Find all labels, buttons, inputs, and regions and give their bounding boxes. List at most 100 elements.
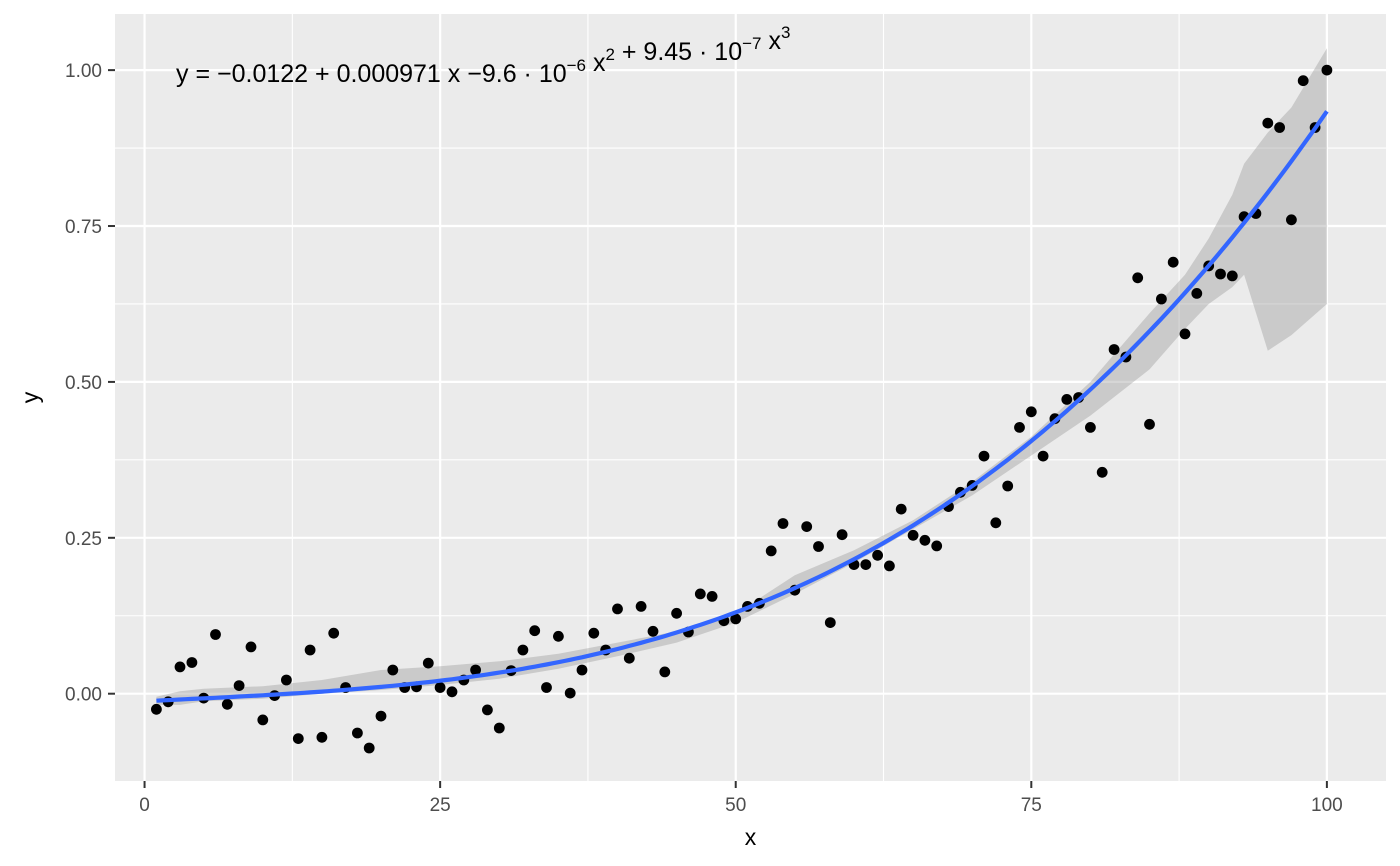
axis-ticks [108,69,1328,788]
x-tick-label: 100 [1311,795,1343,816]
data-point [1144,418,1155,430]
data-point [706,591,718,602]
y-tick-labels: 0.00 0.25 0.50 0.75 1.00 [65,61,102,706]
equation-superscript: −7 [742,34,761,53]
data-point [422,657,434,669]
data-point [1025,406,1037,418]
equation-superscript: 3 [781,23,790,42]
data-point [978,450,990,462]
y-tick-label: 0.75 [65,217,102,238]
data-point [576,664,588,676]
data-point [493,722,505,734]
data-point [517,644,529,656]
data-point [1132,272,1144,284]
data-point [257,714,269,726]
equation-term: − [217,60,232,88]
data-point [186,657,198,668]
data-point [1226,270,1238,282]
data-point [931,540,943,552]
data-point [1002,480,1014,492]
data-point [434,682,446,693]
data-point [446,686,458,698]
plot-panel [115,14,1386,781]
data-point [801,521,813,532]
data-point [174,661,186,673]
data-point [1191,288,1203,299]
data-point [375,710,387,722]
x-tick-labels: 0 25 50 75 100 [139,795,1342,816]
data-point [824,617,836,628]
data-point [659,666,671,678]
data-point [221,698,233,710]
x-tick-label: 75 [1021,795,1042,816]
data-point [1215,268,1226,280]
data-point [292,733,304,744]
data-point [612,603,623,615]
data-point [1037,450,1049,462]
data-point [233,680,245,691]
data-point [647,625,659,637]
data-point [623,652,635,664]
x-tick-label: 0 [139,795,150,816]
equation-term: x [586,49,606,77]
equation-term: y = [176,60,217,88]
data-point [245,641,257,653]
x-tick-label: 50 [725,795,746,816]
data-point [860,559,872,570]
data-point [281,674,292,686]
data-point [1085,422,1096,433]
data-point [1014,422,1025,433]
data-point [872,549,883,561]
y-tick-label: 0.25 [65,529,102,550]
fit-line [156,110,1329,703]
data-point [1108,344,1120,355]
data-point [553,630,564,642]
data-point [1262,117,1274,129]
major-gridlines [115,14,1386,781]
data-point [328,627,340,639]
data-point [541,682,552,693]
data-point [694,588,706,600]
data-point [1156,293,1167,305]
data-point [151,703,162,715]
data-point [730,613,742,625]
data-point [1297,75,1309,87]
y-tick-label: 1.00 [65,61,102,82]
data-point [895,503,907,515]
data-point [1096,466,1108,478]
data-point [1179,328,1191,340]
data-point [635,601,647,612]
y-tick-label: 0.50 [65,373,102,394]
data-point [884,560,895,572]
data-point [316,731,328,743]
data-point [813,541,824,552]
data-point [482,704,493,716]
y-axis-title: y [17,391,43,403]
x-axis-title: x [745,824,757,850]
data-point [387,664,399,676]
data-point [765,545,777,557]
equation-superscript: −6 [567,56,586,75]
data-point [363,742,375,754]
data-point [919,534,931,546]
x-tick-label: 25 [430,795,451,816]
data-point [588,627,600,639]
equation-term: − [467,60,482,88]
equation-term: + 9.45 · 10 [615,38,742,66]
data-point [210,629,221,640]
data-point [990,517,1002,529]
data-point [836,529,848,541]
data-point [1061,394,1073,405]
equation-annotation: y = −0.0122 + 0.000971 x −9.6 · 10−6 x2 … [176,23,790,88]
data-point [671,607,682,619]
data-point [907,529,919,541]
data-point [1286,214,1297,226]
data-point [564,687,576,699]
data-point [1274,122,1285,133]
data-point [529,625,541,637]
data-point [1321,64,1333,76]
y-tick-label: 0.00 [65,685,102,706]
data-point [470,664,481,676]
data-point [1167,256,1179,268]
